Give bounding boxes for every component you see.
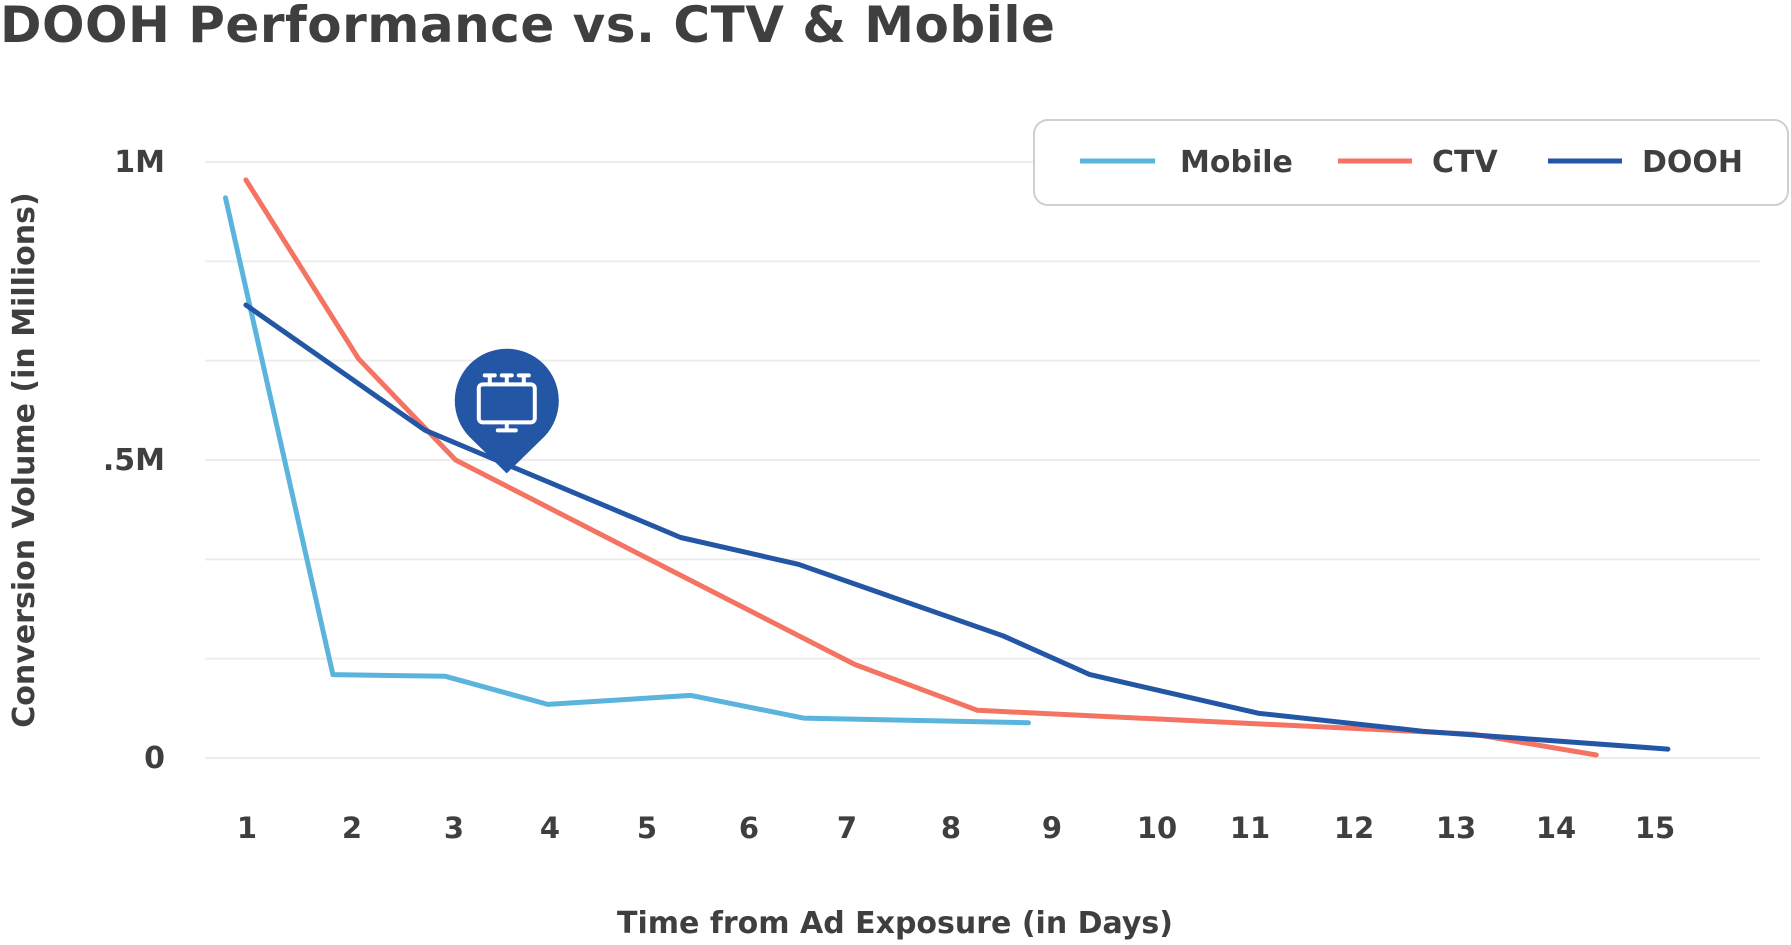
x-tick-label: 15 — [1635, 811, 1675, 845]
y-tick-label: .5M — [103, 443, 165, 478]
x-axis-ticks: 1 2 3 4 5 6 7 8 9 10 11 12 13 14 15 — [237, 811, 1675, 845]
x-tick-label: 11 — [1230, 811, 1270, 845]
legend-label-mobile: Mobile — [1180, 145, 1293, 180]
x-tick-label: 1 — [237, 811, 257, 845]
chart-title: DOOH Performance vs. CTV & Mobile — [0, 0, 1056, 54]
x-tick-label: 3 — [444, 811, 464, 845]
x-tick-label: 7 — [837, 811, 857, 845]
x-tick-label: 8 — [941, 811, 961, 845]
billboard-pin-icon — [454, 348, 559, 474]
x-axis-title: Time from Ad Exposure (in Days) — [617, 906, 1173, 941]
x-tick-label: 2 — [342, 811, 362, 845]
y-tick-label: 1M — [114, 145, 165, 180]
legend-label-dooh: DOOH — [1642, 145, 1743, 180]
x-tick-label: 6 — [739, 811, 759, 845]
y-tick-label: 0 — [144, 741, 165, 776]
x-tick-label: 13 — [1436, 811, 1476, 845]
y-axis-title: Conversion Volume (in Millions) — [7, 192, 42, 727]
x-tick-label: 10 — [1137, 811, 1177, 845]
legend: Mobile CTV DOOH — [1033, 119, 1789, 206]
x-tick-label: 14 — [1536, 811, 1576, 845]
series-line-mobile — [223, 195, 1031, 726]
x-tick-label: 9 — [1042, 811, 1062, 845]
x-tick-label: 4 — [540, 811, 560, 845]
y-axis-ticks: 0 .5M 1M — [103, 145, 165, 776]
legend-label-ctv: CTV — [1432, 145, 1498, 180]
series-lines — [223, 177, 1671, 758]
series-line-ctv — [243, 177, 1599, 758]
x-tick-label: 5 — [637, 811, 657, 845]
gridlines — [205, 161, 1760, 759]
x-tick-label: 12 — [1334, 811, 1374, 845]
